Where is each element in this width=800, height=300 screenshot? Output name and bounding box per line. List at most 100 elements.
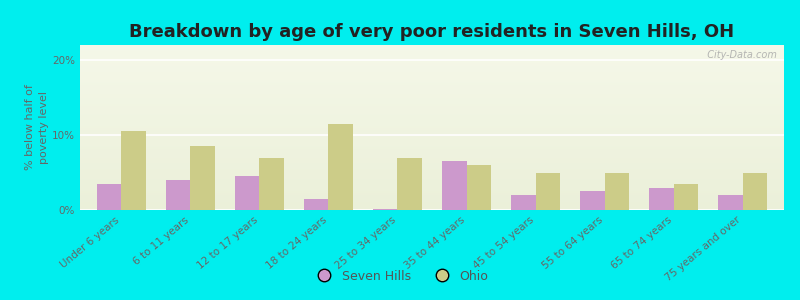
Bar [80,98,784,99]
Bar [80,140,784,141]
Bar [80,121,784,122]
Bar [80,181,784,182]
Bar [80,160,784,161]
Bar [80,170,784,171]
Bar [80,193,784,194]
Bar [80,89,784,90]
Bar [80,109,784,110]
Bar [80,200,784,201]
Bar [80,172,784,173]
Bar [80,192,784,193]
Bar [190,146,214,210]
Bar [80,177,784,178]
Bar [80,206,784,207]
Bar [80,203,784,204]
Bar [80,142,784,143]
Bar [80,97,784,98]
Bar [398,158,422,210]
Bar [80,76,784,77]
Bar [80,96,784,97]
Bar [374,208,398,210]
Bar [80,113,784,114]
Bar [80,107,784,108]
Bar [80,64,784,65]
Bar [80,134,784,135]
Bar [80,169,784,170]
Bar [466,165,490,210]
Bar [80,204,784,205]
Bar [80,48,784,49]
Bar [80,156,784,157]
Bar [80,145,784,146]
Bar [80,124,784,125]
Bar [80,85,784,86]
Bar [80,129,784,130]
Bar [80,54,784,55]
Bar [80,71,784,72]
Bar [80,117,784,118]
Bar [80,51,784,52]
Bar [80,56,784,57]
Bar [742,172,766,210]
Bar [304,199,329,210]
Bar [80,108,784,109]
Bar [80,90,784,91]
Bar [80,65,784,66]
Bar [80,77,784,78]
Bar [98,184,122,210]
Bar [80,136,784,137]
Bar [80,125,784,126]
Bar [80,138,784,139]
Bar [80,47,784,48]
Bar [80,95,784,96]
Bar [80,66,784,67]
Bar [80,116,784,117]
Bar [80,182,784,183]
Bar [80,128,784,129]
Bar [80,171,784,172]
Bar [80,83,784,84]
Bar [80,169,784,170]
Bar [80,75,784,76]
Bar [718,195,742,210]
Bar [80,102,784,103]
Bar [80,141,784,142]
Bar [80,55,784,56]
Bar [80,135,784,136]
Bar [80,49,784,50]
Bar [80,110,784,111]
Bar [80,151,784,152]
Bar [605,172,629,210]
Bar [80,104,784,105]
Bar [80,101,784,102]
Bar [80,130,784,131]
Bar [80,144,784,145]
Bar [442,161,466,210]
Bar [80,59,784,60]
Bar [80,137,784,138]
Bar [80,94,784,95]
Bar [80,50,784,51]
Bar [80,176,784,177]
Bar [80,166,784,167]
Bar [80,196,784,197]
Bar [166,180,190,210]
Bar [80,103,784,104]
Bar [80,88,784,89]
Bar [80,209,784,210]
Bar [80,189,784,190]
Bar [80,174,784,175]
Bar [80,194,784,195]
Bar [80,72,784,73]
Bar [80,52,784,53]
Bar [80,80,784,81]
Bar [80,46,784,47]
Bar [80,91,784,92]
Bar [80,178,784,179]
Bar [80,58,784,59]
Bar [80,158,784,159]
Bar [80,87,784,88]
Bar [80,175,784,176]
Bar [80,185,784,186]
Bar [80,179,784,180]
